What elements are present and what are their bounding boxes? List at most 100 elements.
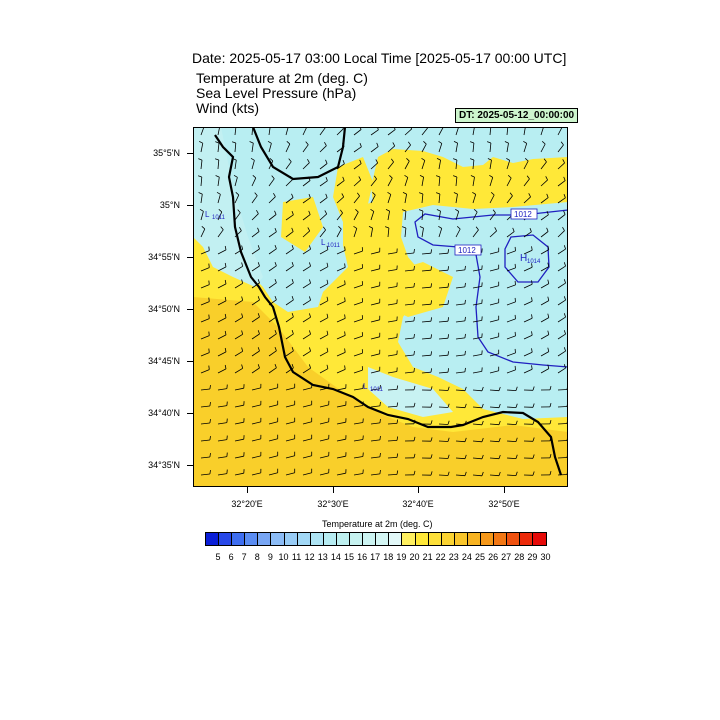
- lon-tick: [418, 487, 419, 493]
- wind-barb: [438, 193, 441, 204]
- wind-barb: [387, 161, 394, 170]
- lat-label-35n: 35°N: [159, 200, 180, 210]
- wind-barb-flag: [373, 175, 377, 180]
- low-marker-south: L: [363, 382, 368, 391]
- wind-barb-flag: [423, 141, 427, 145]
- wind-barb-flag: [455, 208, 459, 212]
- wind-barb: [234, 350, 243, 357]
- wind-barb: [319, 213, 327, 221]
- coastline-north-bay: [251, 127, 347, 181]
- wind-barb-flag: [413, 436, 416, 441]
- wind-barb: [285, 455, 295, 459]
- wind-barb-flag: [324, 210, 328, 215]
- wind-barb-flag: [274, 227, 277, 232]
- low-marker-center: L: [321, 238, 326, 247]
- colorbar-label: 29: [527, 552, 538, 562]
- wind-barb: [200, 250, 210, 255]
- wind-barb: [217, 266, 227, 272]
- wind-barb: [557, 457, 568, 459]
- wind-barb: [489, 319, 499, 323]
- colorbar-cell: [284, 533, 298, 545]
- wind-barb-flag: [271, 175, 275, 179]
- wind-barb: [472, 286, 482, 289]
- wind-barb: [455, 211, 460, 221]
- wind-barb: [353, 228, 358, 238]
- wind-barb-flag: [509, 192, 513, 197]
- wind-barb: [302, 162, 310, 170]
- wind-barb-flag: [487, 158, 492, 161]
- wind-barb-flag: [438, 225, 442, 229]
- wind-barb-flag: [464, 403, 467, 408]
- wind-barb: [404, 227, 407, 238]
- wind-barb-flag: [481, 386, 484, 391]
- wind-barb: [217, 388, 227, 391]
- wind-barb-flag: [326, 245, 329, 250]
- wind-barb: [251, 455, 261, 459]
- wind-barb-flag: [515, 454, 518, 459]
- wind-barb: [285, 282, 294, 289]
- wind-barb-flag: [375, 159, 379, 164]
- wind-barb: [370, 285, 380, 289]
- colorbar-cell: [402, 533, 416, 545]
- wind-barb: [268, 316, 277, 323]
- wind-barb: [438, 286, 449, 289]
- wind-barb: [404, 286, 414, 289]
- wind-barb: [387, 337, 397, 340]
- wind-barb-flag: [384, 226, 390, 229]
- colorbar-label: 17: [370, 552, 381, 562]
- wind-barb: [455, 228, 461, 238]
- wind-barb-flag: [368, 226, 373, 229]
- colorbar-label: 19: [396, 552, 407, 562]
- wind-barb: [472, 194, 477, 204]
- wind-barb: [336, 163, 345, 170]
- wind-barb: [370, 178, 377, 187]
- wind-barb-flag: [250, 157, 255, 161]
- wind-barb-flag: [435, 175, 441, 178]
- wind-barb-flag: [492, 209, 496, 214]
- wind-barb: [455, 159, 458, 170]
- wind-barb-flag: [209, 436, 211, 441]
- wind-barb: [319, 180, 328, 187]
- wind-barb: [353, 129, 362, 136]
- wind-barb: [523, 351, 533, 357]
- wind-barb-flag: [344, 314, 346, 319]
- wind-barb: [370, 336, 380, 340]
- wind-barb-flag: [469, 158, 475, 161]
- wind-barb-flag: [481, 471, 484, 476]
- cool-region-north: [219, 127, 568, 312]
- pressure-label-south: 1011: [370, 387, 384, 393]
- wind-barb-flag: [208, 314, 210, 319]
- wind-barb: [302, 299, 311, 306]
- wind-barb: [472, 423, 483, 426]
- wind-barb: [438, 320, 449, 323]
- wind-barb-flag: [515, 437, 518, 442]
- wind-barb-flag: [326, 279, 329, 284]
- lat-tick: [187, 205, 193, 206]
- wind-barb-flag: [512, 227, 515, 232]
- colorbar-cell: [232, 533, 246, 545]
- colorbar-label: 8: [254, 552, 260, 562]
- wind-barb-flag: [430, 471, 433, 476]
- wind-barb: [268, 387, 278, 391]
- colorbar-cell: [206, 533, 220, 545]
- wind-barb: [353, 163, 362, 170]
- wind-barb: [251, 316, 260, 323]
- wind-barb-flag: [430, 454, 433, 459]
- wind-barb: [285, 472, 295, 476]
- wind-barb: [489, 474, 500, 477]
- wind-barb: [200, 422, 210, 425]
- wind-barb-flag: [216, 191, 221, 195]
- wind-barb: [438, 252, 449, 255]
- pressure-label-ne: 1012: [514, 210, 532, 219]
- wind-barb-flag: [241, 245, 244, 250]
- colorbar-cell: [363, 533, 377, 545]
- wind-barb: [234, 282, 243, 289]
- wind-barb-flag: [529, 227, 532, 232]
- wind-barb-flag: [549, 419, 552, 425]
- wind-barb-flag: [344, 263, 346, 268]
- wind-barb-flag: [274, 244, 277, 249]
- pressure-box-mid: [454, 244, 482, 256]
- wind-barb: [489, 353, 499, 357]
- wind-barb: [540, 300, 549, 306]
- wind-barb-flag: [291, 312, 294, 318]
